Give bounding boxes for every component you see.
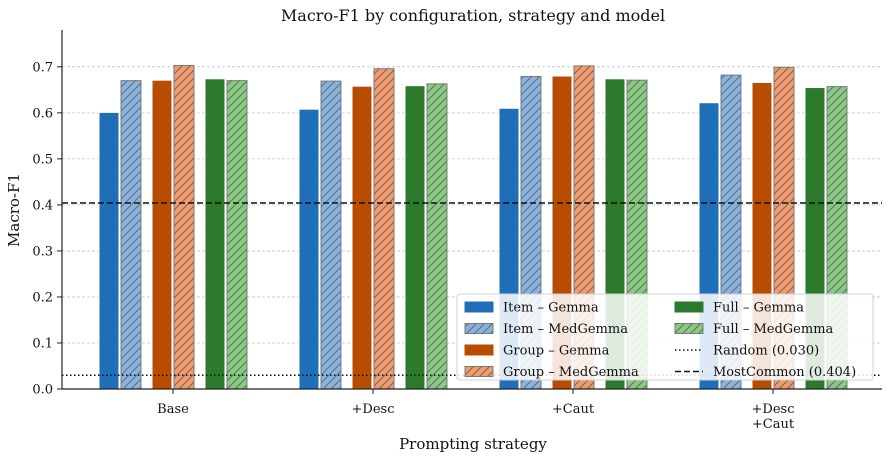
x-tick-label: Base	[157, 402, 189, 417]
y-tick-label: 0.7	[32, 60, 53, 75]
y-tick-label: 0.5	[32, 152, 53, 167]
x-ticks: Base +Desc +Caut +Desc+Caut	[157, 389, 795, 432]
bar	[204, 78, 226, 390]
axes	[61, 30, 882, 390]
y-tick-label: 0.3	[32, 244, 53, 259]
legend-swatch	[464, 344, 494, 356]
legend: Item – Gemma Item – MedGemma Group – Gemma…	[456, 293, 874, 381]
legend-label: Item – Gemma	[503, 301, 599, 316]
bar	[98, 111, 120, 390]
legend-label: Random (0.030)	[713, 344, 819, 359]
y-tick-label: 0.1	[32, 336, 53, 351]
bar	[404, 85, 426, 390]
legend-swatch-hatch	[675, 323, 703, 334]
y-axis-title: Macro-F1	[5, 173, 23, 247]
bar-hatch	[174, 65, 194, 389]
bar	[298, 108, 320, 390]
legend-label: Group – MedGemma	[503, 365, 639, 380]
y-ticks: 0.0 0.1 0.2 0.3 0.4 0.5 0.6 0.7	[32, 60, 62, 398]
legend-swatch-hatch	[465, 366, 493, 377]
bar	[151, 79, 173, 390]
legend-swatch-hatch	[465, 323, 493, 334]
y-tick-label: 0.2	[32, 290, 53, 305]
legend-label: MostCommon (0.404)	[713, 365, 856, 380]
legend-label: Full – MedGemma	[713, 322, 834, 337]
legend-label: Full – Gemma	[713, 301, 804, 316]
y-tick-label: 0.4	[32, 198, 53, 213]
legend-swatch	[674, 301, 704, 313]
legend-box	[456, 293, 874, 381]
x-tick-label: +Caut	[752, 417, 795, 432]
bar-hatch	[227, 80, 247, 389]
x-tick-label: +Caut	[552, 402, 595, 417]
x-tick-label: +Desc	[752, 402, 795, 417]
x-tick-label: +Desc	[352, 402, 395, 417]
x-axis-title: Prompting strategy	[399, 435, 547, 453]
legend-label: Group – Gemma	[503, 344, 610, 359]
y-tick-label: 0.0	[32, 383, 53, 398]
reference-lines	[62, 202, 882, 376]
chart-title: Macro-F1 by configuration, strategy and …	[281, 6, 665, 25]
bar-hatch	[427, 83, 447, 389]
bar-hatch	[374, 68, 394, 390]
bar-hatch	[121, 80, 141, 389]
y-tick-label: 0.6	[32, 106, 53, 121]
bar-hatch	[321, 81, 341, 389]
legend-swatch	[464, 301, 494, 313]
bar	[351, 85, 373, 390]
legend-label: Item – MedGemma	[503, 322, 628, 337]
